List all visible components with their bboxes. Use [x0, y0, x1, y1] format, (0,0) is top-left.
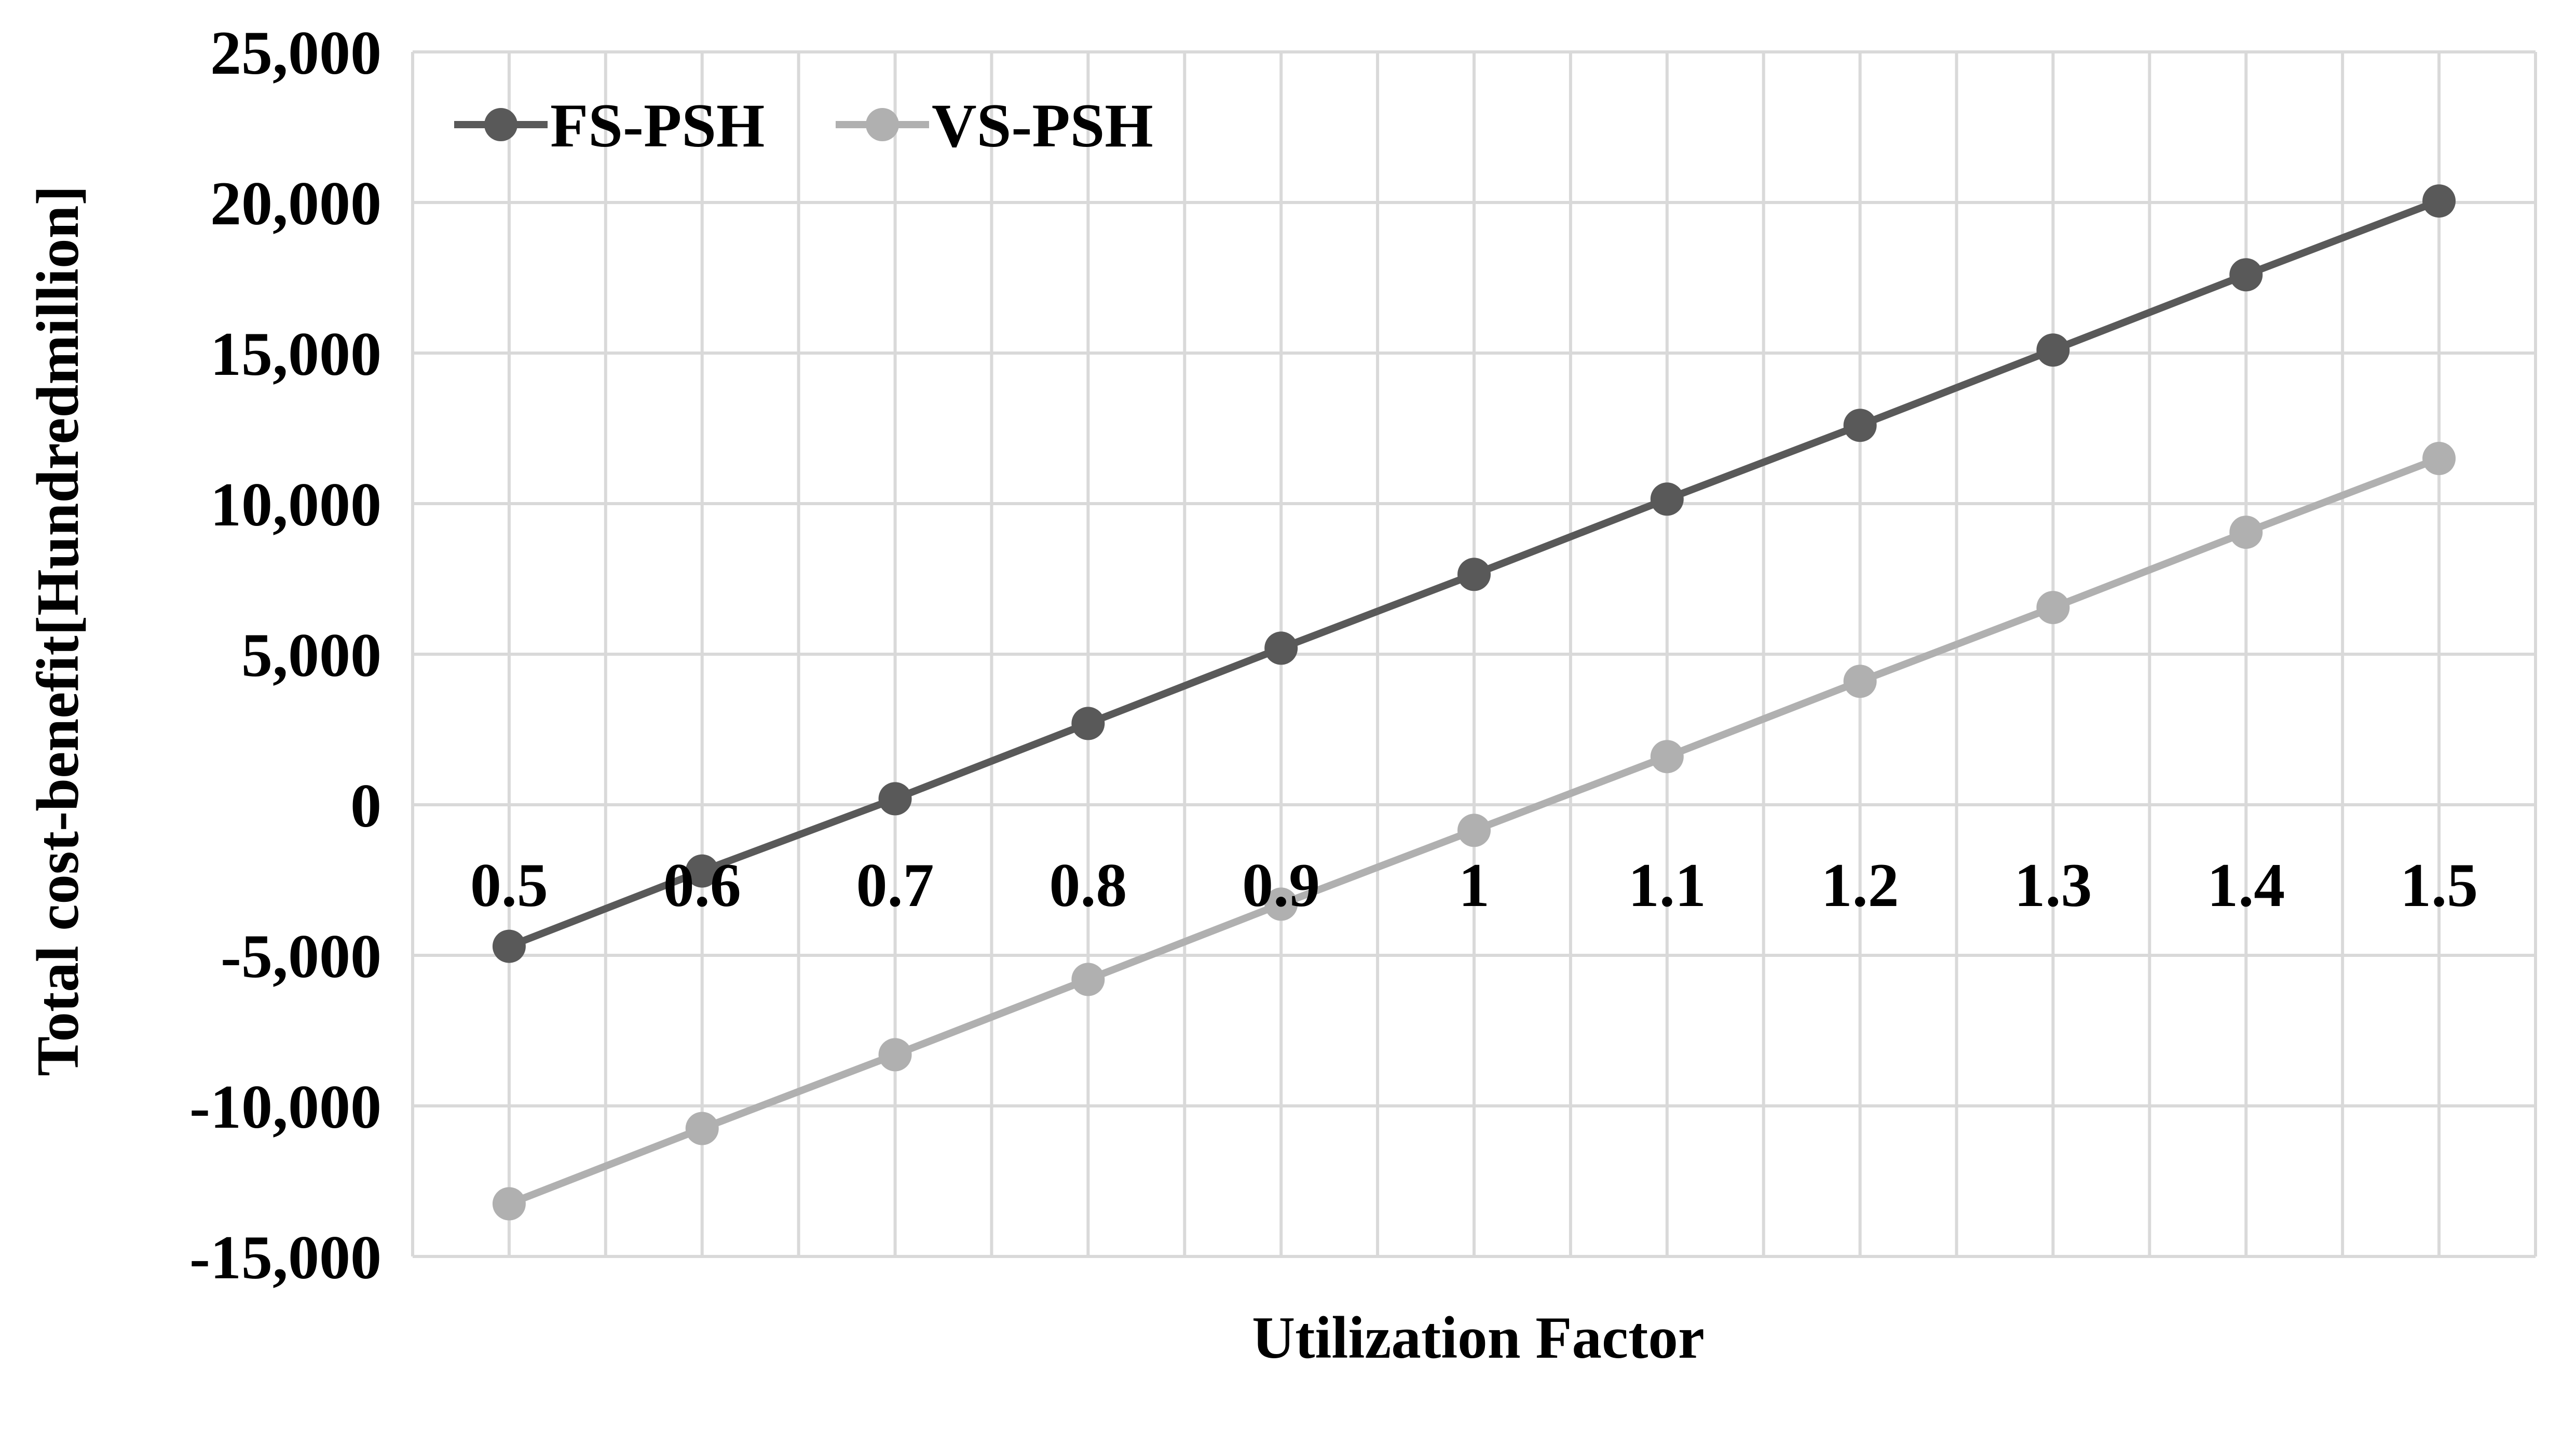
x-axis-title: Utilization Factor	[1252, 1305, 1705, 1371]
data-point-vs-psh	[2422, 442, 2456, 475]
y-tick-label: 5,000	[241, 620, 381, 690]
data-point-vs-psh	[685, 1112, 719, 1145]
y-axis-title: Total cost-benefit[Hundredmillion]	[25, 185, 91, 1076]
y-tick-label: 20,000	[210, 169, 381, 238]
data-point-vs-psh	[1843, 665, 1877, 698]
data-point-vs-psh	[878, 1038, 912, 1072]
x-tick-label: 1.1	[1628, 850, 1706, 920]
data-point-fs-psh	[492, 929, 526, 963]
y-tick-label: 10,000	[210, 470, 381, 539]
x-tick-label: 0.5	[470, 850, 548, 920]
x-tick-label: 0.6	[663, 850, 741, 920]
grid	[411, 50, 2537, 1258]
data-point-fs-psh	[685, 854, 719, 888]
x-tick-labels: 0.5 0.6 0.7 0.8 0.9 1 1.1 1.2 1.3 1.4 1.5	[470, 850, 2478, 920]
data-point-vs-psh	[2229, 516, 2263, 549]
x-tick-label: 1.2	[1821, 850, 1899, 920]
data-point-fs-psh	[2229, 258, 2263, 292]
legend: FS-PSH VS-PSH	[454, 91, 1153, 160]
data-point-fs-psh	[878, 782, 912, 816]
y-tick-label: 0	[350, 771, 381, 840]
y-tick-label: -10,000	[189, 1072, 381, 1141]
y-tick-labels: 25,000 20,000 15,000 10,000 5,000 0 -5,000 -10,…	[189, 18, 381, 1292]
data-point-fs-psh	[1843, 409, 1877, 442]
x-tick-label: 1.5	[2400, 850, 2478, 920]
data-point-fs-psh	[2422, 184, 2456, 218]
data-point-fs-psh	[1264, 631, 1298, 665]
data-point-vs-psh	[1457, 814, 1491, 847]
y-tick-label: -5,000	[221, 922, 381, 991]
data-point-vs-psh	[1071, 963, 1105, 996]
y-tick-label: 15,000	[210, 319, 381, 388]
data-point-fs-psh	[1071, 707, 1105, 740]
data-point-vs-psh	[1264, 887, 1298, 921]
legend-marker-vs-psh	[866, 108, 899, 141]
legend-label-vs-psh: VS-PSH	[932, 91, 1153, 160]
series-layer	[492, 184, 2456, 1221]
legend-marker-fs-psh	[484, 108, 517, 141]
x-tick-label: 0.7	[856, 850, 934, 920]
series-fs-psh	[492, 184, 2456, 963]
data-point-vs-psh	[2036, 591, 2070, 625]
data-point-vs-psh	[1650, 740, 1684, 774]
x-tick-label: 1.4	[2207, 850, 2285, 920]
x-tick-label: 0.9	[1242, 850, 1320, 920]
data-point-vs-psh	[492, 1187, 526, 1221]
data-point-fs-psh	[1650, 482, 1684, 516]
y-tick-label: 25,000	[210, 18, 381, 87]
data-point-fs-psh	[1457, 558, 1491, 591]
x-tick-label: 1	[1459, 850, 1490, 920]
x-tick-label: 0.8	[1049, 850, 1127, 920]
x-tick-label: 1.3	[2014, 850, 2092, 920]
y-tick-label: -15,000	[189, 1223, 381, 1292]
data-point-fs-psh	[2036, 333, 2070, 367]
series-vs-psh	[492, 442, 2456, 1221]
legend-label-fs-psh: FS-PSH	[550, 91, 765, 160]
